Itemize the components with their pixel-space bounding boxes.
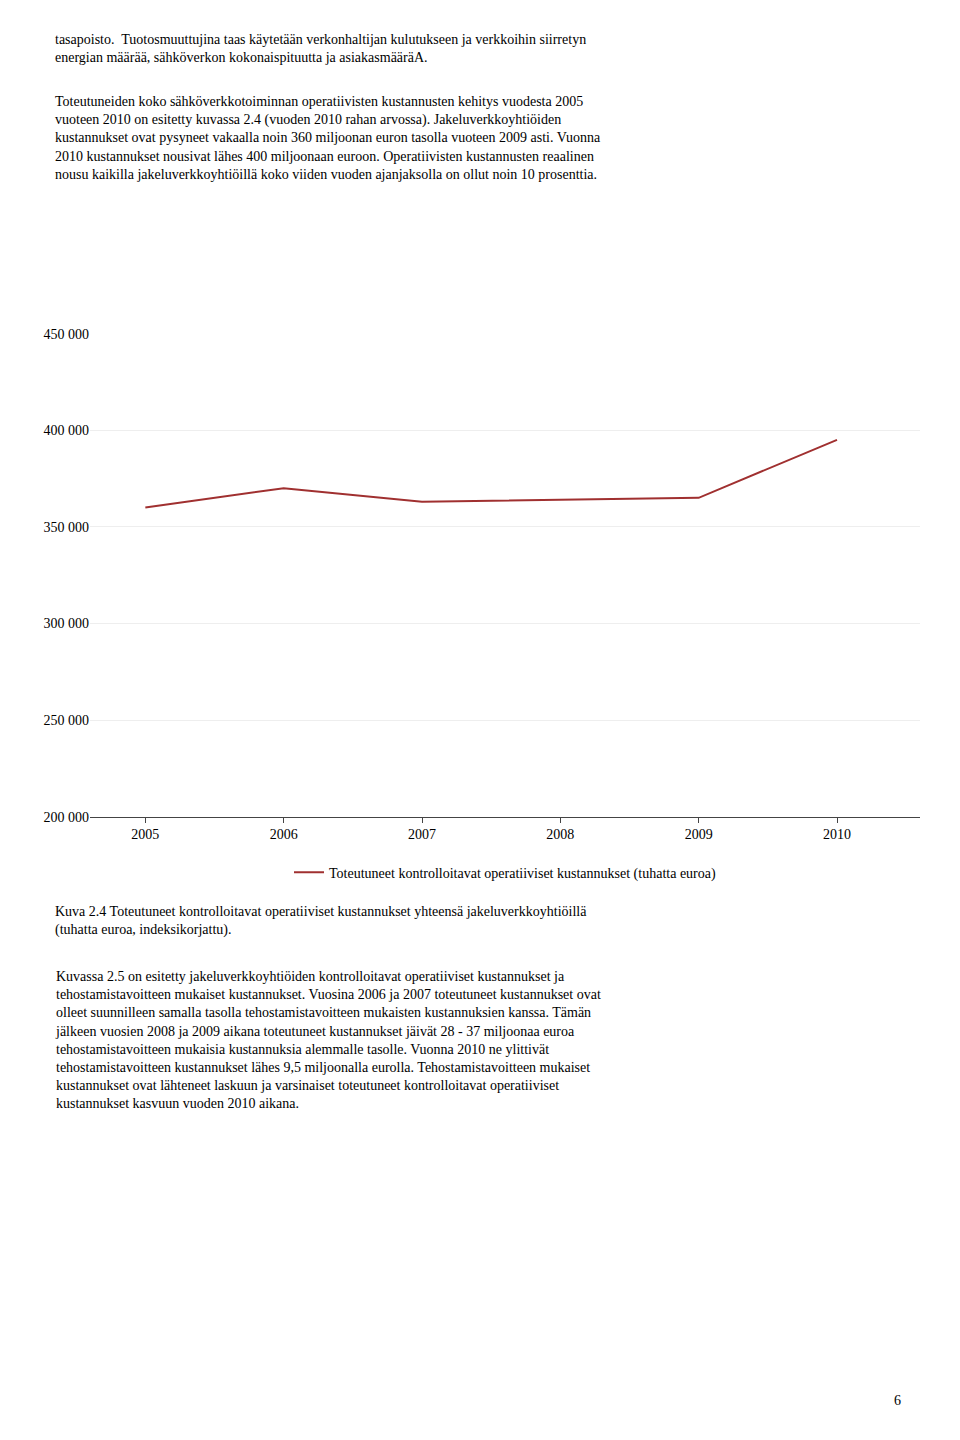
svg-text:350 000: 350 000 <box>44 520 90 535</box>
svg-text:400 000: 400 000 <box>44 423 90 438</box>
svg-text:tasapoisto. Tuotosmuuttujina: tasapoisto. Tuotosmuuttujina taas käytet… <box>55 32 586 65</box>
svg-text:300 000: 300 000 <box>44 616 90 631</box>
svg-text:Kuvassa 2.5 on esitetty jakelu: Kuvassa 2.5 on esitetty jakeluverkkoyhti… <box>55 969 601 1111</box>
svg-text:Toteutuneiden koko sähköverkko: Toteutuneiden koko sähköverkkotoiminnan … <box>55 94 601 182</box>
svg-text:200 000: 200 000 <box>44 810 90 825</box>
svg-text:2010: 2010 <box>823 827 851 842</box>
svg-text:2007: 2007 <box>408 827 436 842</box>
svg-text:2009: 2009 <box>685 827 713 842</box>
svg-text:6: 6 <box>894 1393 901 1408</box>
svg-text:250 000: 250 000 <box>44 713 90 728</box>
svg-text:2008: 2008 <box>546 827 574 842</box>
svg-text:450 000: 450 000 <box>44 327 90 342</box>
svg-text:Kuva 2.4 Toteutuneet kontrollo: Kuva 2.4 Toteutuneet kontrolloitavat ope… <box>55 904 587 938</box>
svg-text:2006: 2006 <box>270 827 298 842</box>
svg-text:Toteutuneet kontrolloitavat op: Toteutuneet kontrolloitavat operatiivise… <box>329 866 716 882</box>
svg-text:2005: 2005 <box>131 827 159 842</box>
